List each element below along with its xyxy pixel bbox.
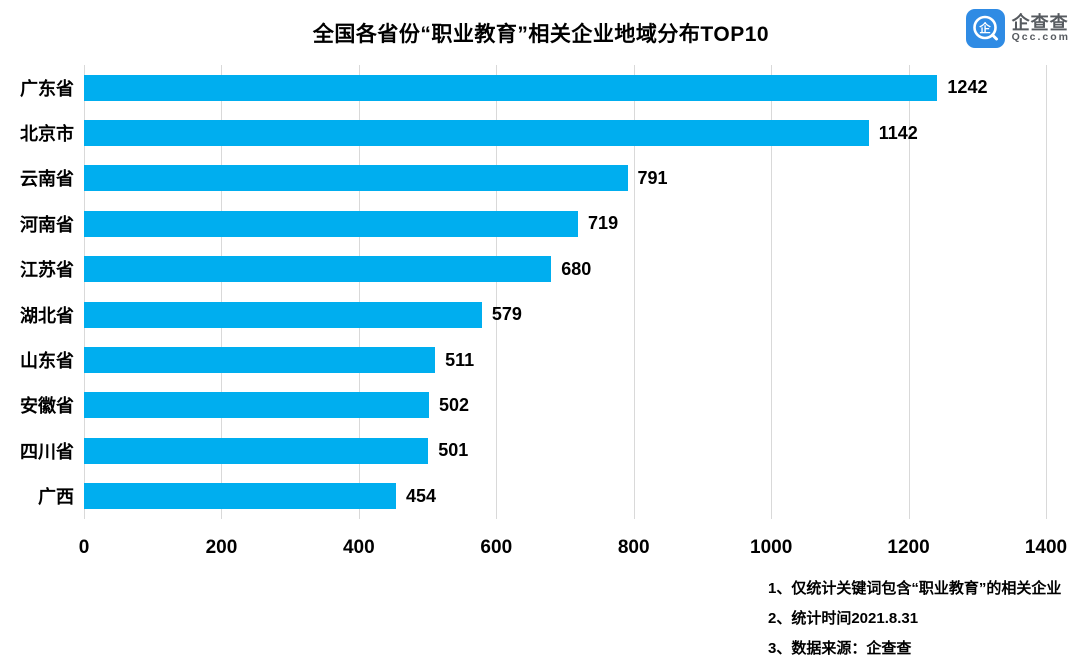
gridline-0 bbox=[84, 65, 85, 519]
category-label: 河南省 bbox=[20, 214, 74, 235]
bar bbox=[84, 437, 429, 464]
gridline-600 bbox=[496, 65, 498, 519]
bar-value-label: 719 bbox=[588, 213, 619, 234]
footnote-line: 3、数据来源：企查查 bbox=[768, 640, 912, 657]
bar-row: 791 bbox=[84, 156, 1046, 201]
bar bbox=[84, 210, 579, 237]
bar-row: 1242 bbox=[84, 65, 1046, 110]
bar bbox=[84, 347, 436, 374]
bar-value-label: 1242 bbox=[947, 77, 988, 98]
qcc-logo-name: 企查查 bbox=[1011, 12, 1069, 33]
x-axis-tick: 0 bbox=[78, 537, 90, 558]
bar bbox=[84, 74, 938, 101]
category-label: 北京市 bbox=[20, 124, 74, 145]
x-axis-tick: 200 bbox=[205, 537, 238, 558]
bar-value-label: 511 bbox=[445, 349, 475, 370]
gridline-400 bbox=[358, 65, 360, 519]
bar-row: 502 bbox=[84, 383, 1046, 428]
x-axis-tick: 600 bbox=[480, 537, 513, 558]
qcc-logo-text: 企查查 Qcc.com bbox=[1011, 12, 1070, 44]
qcc-logo: 企 企查查 Qcc.com bbox=[965, 9, 1070, 48]
bar-row: 1142 bbox=[84, 110, 1046, 155]
x-axis: 0 200 400 600 800 1000 1200 1400 bbox=[79, 537, 1067, 563]
category-label: 广东省 bbox=[20, 78, 74, 99]
svg-text:企: 企 bbox=[978, 21, 991, 35]
gridline-200 bbox=[221, 65, 223, 519]
x-axis-tick: 1200 bbox=[887, 537, 930, 558]
y-axis-category-labels: 广东省北京市云南省河南省江苏省湖北省山东省安徽省四川省广西 bbox=[0, 65, 74, 519]
plot-area: 1242 1142 791 719 680 579 511 502 501 454 bbox=[84, 65, 1047, 519]
x-axis-tick: 800 bbox=[617, 537, 650, 558]
bar bbox=[84, 120, 869, 147]
bar-row: 454 bbox=[84, 474, 1046, 519]
bar-value-label: 501 bbox=[438, 440, 469, 461]
category-label: 山东省 bbox=[20, 351, 74, 372]
category-label: 广西 bbox=[38, 487, 74, 508]
qcc-magnifier-icon: 企 bbox=[965, 9, 1005, 48]
bar-row: 511 bbox=[84, 337, 1046, 382]
footnote-line: 2、统计时间2021.8.31 bbox=[768, 610, 919, 627]
category-label: 湖北省 bbox=[20, 305, 74, 326]
chart-title: 全国各省份“职业教育”相关企业地域分布TOP10 bbox=[312, 23, 770, 46]
gridline-1400 bbox=[1046, 65, 1047, 519]
bar-value-label: 502 bbox=[438, 394, 469, 415]
bar-chart: 广东省北京市云南省河南省江苏省湖北省山东省安徽省四川省广西 1242 1142 79… bbox=[0, 65, 1082, 519]
x-axis-tick: 1000 bbox=[750, 537, 793, 558]
gridline-800 bbox=[633, 65, 635, 519]
x-axis-tick: 1400 bbox=[1024, 537, 1068, 558]
category-label: 四川省 bbox=[20, 441, 74, 462]
bar bbox=[84, 256, 552, 283]
gridline-1200 bbox=[908, 65, 910, 519]
bar-value-label: 791 bbox=[637, 167, 668, 188]
footnote-line: 1、仅统计关键词包含“职业教育”的相关企业 bbox=[768, 580, 1062, 597]
qcc-logo-domain: Qcc.com bbox=[1011, 31, 1070, 44]
bar-value-label: 680 bbox=[561, 258, 592, 279]
bar bbox=[84, 165, 628, 192]
bar-row: 719 bbox=[84, 201, 1046, 246]
gridline-1000 bbox=[771, 65, 773, 519]
bar bbox=[84, 392, 429, 419]
bar-row: 579 bbox=[84, 292, 1046, 337]
bar-value-label: 579 bbox=[491, 304, 522, 325]
bar bbox=[84, 301, 482, 328]
bar-value-label: 454 bbox=[405, 485, 436, 506]
category-label: 云南省 bbox=[20, 169, 74, 190]
category-label: 安徽省 bbox=[20, 396, 74, 417]
bar-row: 501 bbox=[84, 428, 1046, 473]
bar-row: 680 bbox=[84, 247, 1046, 292]
x-axis-tick: 400 bbox=[342, 537, 375, 558]
footnotes: 1、仅统计关键词包含“职业教育”的相关企业 2、统计时间2021.8.31 3、… bbox=[768, 574, 1061, 664]
bar-value-label: 1142 bbox=[878, 122, 918, 143]
category-label: 江苏省 bbox=[20, 260, 74, 281]
bar bbox=[84, 483, 396, 510]
